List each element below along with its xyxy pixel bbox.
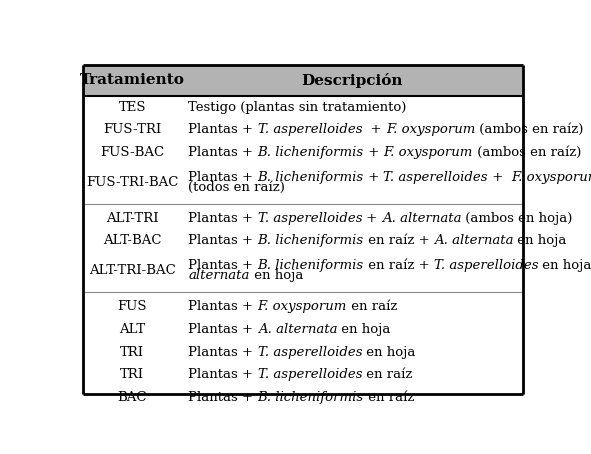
Text: en raíz +: en raíz + [363,259,434,272]
Text: Plantas +: Plantas + [189,171,258,184]
Text: en raíz +: en raíz + [363,234,434,247]
Text: Tratamiento: Tratamiento [80,74,185,87]
Text: T. asperelloides: T. asperelloides [258,123,362,136]
Bar [83,65,522,96]
Text: TRI: TRI [120,368,144,381]
Text: B. licheniformis: B. licheniformis [258,146,363,159]
Text: en raíz: en raíz [363,391,414,404]
Text: ALT-TRI: ALT-TRI [106,212,158,225]
Text: TES: TES [119,101,146,114]
Text: en hoja +: en hoja + [538,259,591,272]
Text: +: + [362,123,386,136]
Text: TRI: TRI [120,345,144,359]
Text: en hoja: en hoja [362,345,415,359]
Text: en hoja: en hoja [250,269,303,282]
Text: Plantas +: Plantas + [189,345,258,359]
Text: (ambos en hoja): (ambos en hoja) [461,212,573,225]
Text: Descripción: Descripción [301,73,403,88]
Text: en raíz: en raíz [362,368,413,381]
Text: ALT-BAC: ALT-BAC [103,234,161,247]
Text: ALT-TRI-BAC: ALT-TRI-BAC [89,264,176,277]
Text: en hoja: en hoja [513,234,567,247]
Text: Plantas +: Plantas + [189,391,258,404]
Text: (todos en raíz): (todos en raíz) [189,181,285,194]
Text: +: + [362,212,382,225]
Text: A. alternata: A. alternata [258,323,337,336]
Text: en raíz: en raíz [347,300,397,313]
Text: BAC: BAC [118,391,147,404]
Text: A. alternata: A. alternata [434,234,513,247]
Text: T. asperelloides: T. asperelloides [258,368,362,381]
Text: F. oxysporum: F. oxysporum [383,146,473,159]
Text: Testigo (plantas sin tratamiento): Testigo (plantas sin tratamiento) [189,101,407,114]
Text: Plantas +: Plantas + [189,212,258,225]
Text: F. oxysporum: F. oxysporum [511,171,591,184]
Text: F. oxysporum: F. oxysporum [258,300,347,313]
Text: FUS-BAC: FUS-BAC [100,146,164,159]
Text: Plantas +: Plantas + [189,368,258,381]
Text: (ambos en raíz): (ambos en raíz) [475,123,584,136]
Text: B. licheniformis: B. licheniformis [258,171,363,184]
Text: Plantas +: Plantas + [189,300,258,313]
Text: F. oxysporum: F. oxysporum [386,123,475,136]
Text: Plantas +: Plantas + [189,323,258,336]
Text: Plantas +: Plantas + [189,123,258,136]
Text: B. licheniformis: B. licheniformis [258,234,363,247]
Text: A. alternata: A. alternata [382,212,461,225]
Text: T. asperelloides: T. asperelloides [258,212,362,225]
Text: Plantas +: Plantas + [189,234,258,247]
Text: B. licheniformis: B. licheniformis [258,391,363,404]
Text: Plantas +: Plantas + [189,259,258,272]
Text: Plantas +: Plantas + [189,146,258,159]
Text: FUS-TRI: FUS-TRI [103,123,161,136]
Text: T. asperelloides: T. asperelloides [434,259,538,272]
Text: +: + [363,146,383,159]
Text: FUS-TRI-BAC: FUS-TRI-BAC [86,176,178,189]
Text: B. licheniformis: B. licheniformis [258,259,363,272]
Text: +: + [363,171,383,184]
Text: T. asperelloides: T. asperelloides [383,171,488,184]
Text: +: + [488,171,511,184]
Text: FUS: FUS [118,300,147,313]
Text: ALT: ALT [119,323,145,336]
Text: (ambos en raíz): (ambos en raíz) [473,146,581,159]
Text: en hoja: en hoja [337,323,391,336]
Text: T. asperelloides: T. asperelloides [258,345,362,359]
Text: alternata: alternata [189,269,250,282]
